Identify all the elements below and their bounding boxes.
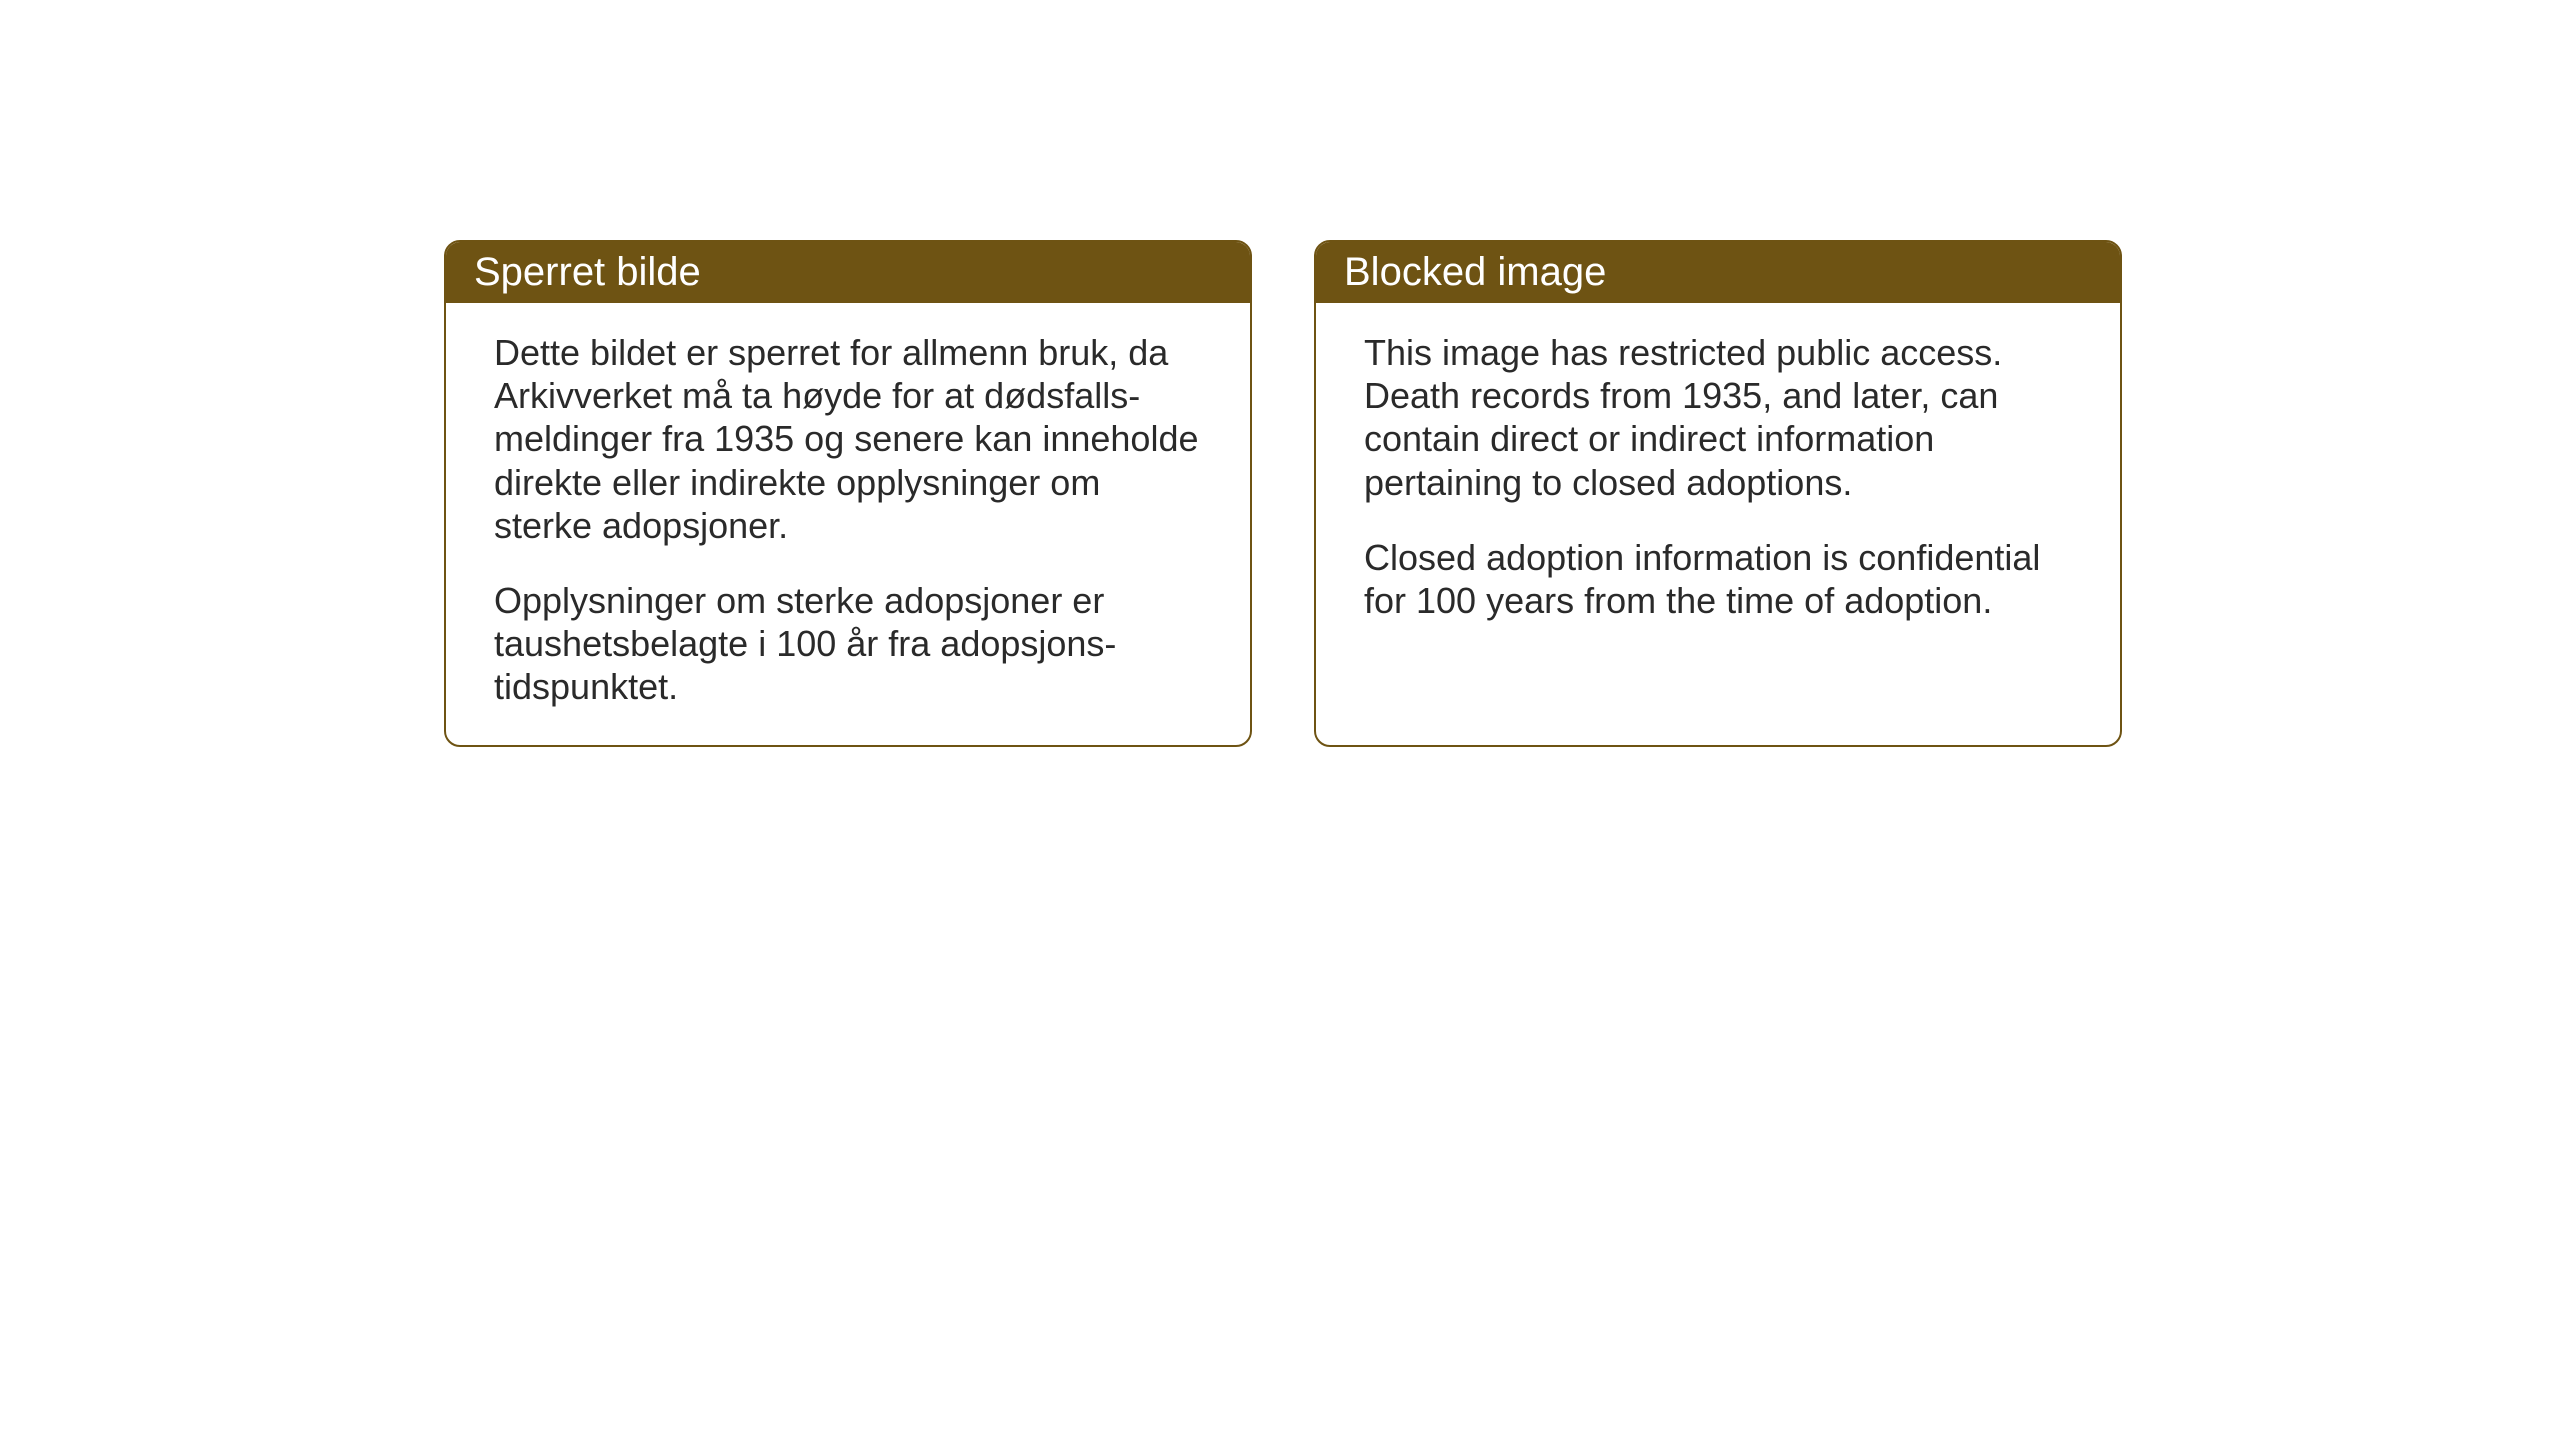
card-body-norwegian: Dette bildet er sperret for allmenn bruk… [446,303,1250,745]
notice-card-english: Blocked image This image has restricted … [1314,240,2122,747]
card-paragraph-1-english: This image has restricted public access.… [1364,331,2072,504]
card-title-english: Blocked image [1344,250,1606,294]
notice-card-norwegian: Sperret bilde Dette bildet er sperret fo… [444,240,1252,747]
card-title-norwegian: Sperret bilde [474,250,701,294]
notice-container: Sperret bilde Dette bildet er sperret fo… [444,240,2122,747]
card-paragraph-2-english: Closed adoption information is confident… [1364,536,2072,622]
card-body-english: This image has restricted public access.… [1316,303,2120,715]
card-paragraph-1-norwegian: Dette bildet er sperret for allmenn bruk… [494,331,1202,547]
card-header-norwegian: Sperret bilde [446,242,1250,303]
card-header-english: Blocked image [1316,242,2120,303]
card-paragraph-2-norwegian: Opplysninger om sterke adopsjoner er tau… [494,579,1202,709]
